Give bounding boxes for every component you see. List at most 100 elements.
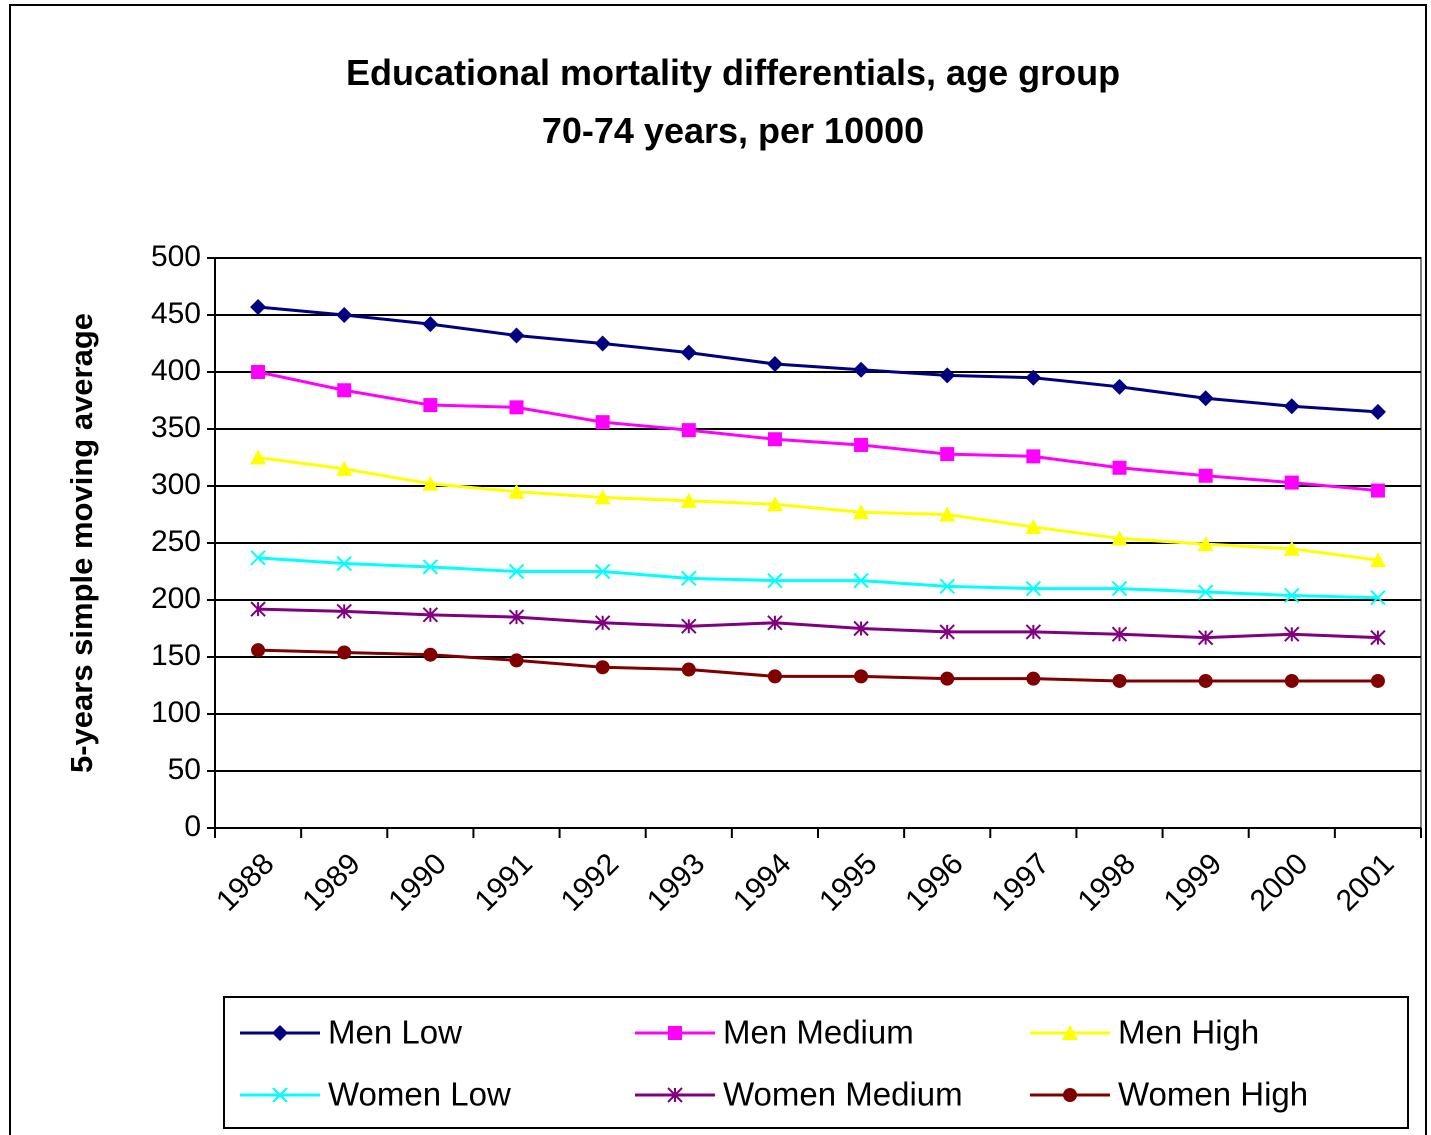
marker bbox=[508, 483, 525, 499]
legend-label: Men Low bbox=[328, 1014, 462, 1051]
marker bbox=[1369, 552, 1386, 568]
marker bbox=[1025, 624, 1042, 640]
marker bbox=[336, 555, 352, 572]
marker bbox=[250, 601, 266, 617]
marker bbox=[681, 423, 696, 438]
marker bbox=[594, 615, 611, 631]
marker bbox=[594, 335, 611, 352]
y-tick-label: 400 bbox=[151, 354, 201, 387]
marker bbox=[337, 383, 352, 398]
series bbox=[250, 449, 1386, 568]
marker bbox=[250, 449, 267, 465]
marker bbox=[1283, 398, 1300, 415]
legend-item: Women High bbox=[1030, 1076, 1308, 1113]
marker bbox=[939, 624, 955, 640]
marker bbox=[336, 603, 352, 620]
marker bbox=[508, 563, 525, 580]
legend-item: Men Low bbox=[240, 1014, 462, 1051]
marker bbox=[1284, 673, 1299, 688]
legend-label: Women High bbox=[1118, 1076, 1308, 1113]
y-tick-label: 450 bbox=[151, 297, 201, 330]
marker bbox=[508, 609, 525, 625]
y-tick-label: 500 bbox=[151, 240, 201, 273]
marker bbox=[251, 365, 266, 379]
legend bbox=[223, 996, 1409, 1129]
marker bbox=[853, 620, 869, 637]
marker bbox=[1197, 390, 1214, 407]
series-line bbox=[257, 456, 1379, 562]
marker bbox=[595, 660, 610, 675]
marker bbox=[681, 662, 696, 677]
marker bbox=[1370, 590, 1386, 606]
y-tick-label: 50 bbox=[168, 753, 201, 786]
marker bbox=[1284, 626, 1300, 642]
legend-label: Women Low bbox=[328, 1076, 511, 1113]
marker bbox=[667, 1087, 683, 1103]
y-axis-label: 5-years simple moving average bbox=[64, 313, 99, 773]
marker bbox=[680, 344, 697, 361]
marker bbox=[1026, 449, 1041, 464]
marker bbox=[1025, 580, 1042, 597]
series-line bbox=[257, 370, 1379, 493]
marker bbox=[1025, 519, 1042, 535]
marker bbox=[423, 647, 438, 662]
marker bbox=[1197, 629, 1214, 646]
series bbox=[251, 365, 1385, 498]
legend-label: Men High bbox=[1118, 1014, 1259, 1051]
legend-label: Women Medium bbox=[723, 1076, 963, 1113]
marker bbox=[767, 572, 783, 589]
marker bbox=[1284, 587, 1300, 604]
marker bbox=[250, 299, 267, 316]
legend-label: Men Medium bbox=[723, 1014, 914, 1051]
marker bbox=[681, 618, 697, 634]
marker bbox=[854, 437, 869, 452]
marker bbox=[1370, 483, 1385, 498]
y-tick-label: 200 bbox=[151, 582, 201, 615]
series-line bbox=[258, 607, 1378, 640]
marker bbox=[1197, 536, 1214, 552]
marker bbox=[336, 307, 353, 323]
marker bbox=[681, 570, 697, 587]
marker bbox=[422, 559, 439, 575]
marker bbox=[509, 653, 524, 668]
marker bbox=[422, 607, 439, 623]
marker bbox=[272, 1025, 288, 1041]
marker bbox=[939, 506, 956, 522]
y-tick-label: 100 bbox=[151, 696, 201, 729]
marker bbox=[1063, 1088, 1077, 1102]
marker bbox=[1111, 626, 1128, 642]
marker bbox=[336, 460, 353, 476]
y-tick-label: 300 bbox=[151, 468, 201, 501]
marker bbox=[767, 432, 782, 447]
marker bbox=[1111, 378, 1128, 395]
legend-item: Men Medium bbox=[635, 1014, 914, 1051]
marker bbox=[1198, 468, 1213, 483]
marker bbox=[594, 489, 611, 505]
marker bbox=[1370, 629, 1386, 646]
marker bbox=[940, 671, 955, 686]
marker bbox=[272, 1087, 288, 1103]
marker bbox=[939, 578, 955, 595]
marker bbox=[767, 669, 782, 684]
marker bbox=[508, 327, 525, 344]
y-tick-label: 150 bbox=[151, 639, 201, 672]
marker bbox=[854, 669, 869, 684]
marker bbox=[1062, 1025, 1078, 1040]
marker bbox=[853, 361, 870, 378]
marker bbox=[1197, 584, 1214, 600]
marker bbox=[939, 367, 956, 384]
marker bbox=[766, 356, 783, 373]
marker bbox=[1198, 673, 1213, 688]
marker bbox=[668, 1026, 682, 1040]
marker bbox=[594, 563, 611, 580]
marker bbox=[680, 492, 697, 508]
marker bbox=[1112, 673, 1127, 688]
marker bbox=[595, 415, 610, 430]
marker bbox=[1369, 403, 1386, 420]
marker bbox=[1283, 540, 1300, 556]
y-tick-label: 250 bbox=[151, 525, 201, 558]
chart-title: Educational mortality differentials, age… bbox=[346, 52, 1120, 151]
marker bbox=[422, 475, 439, 491]
marker bbox=[509, 400, 524, 415]
